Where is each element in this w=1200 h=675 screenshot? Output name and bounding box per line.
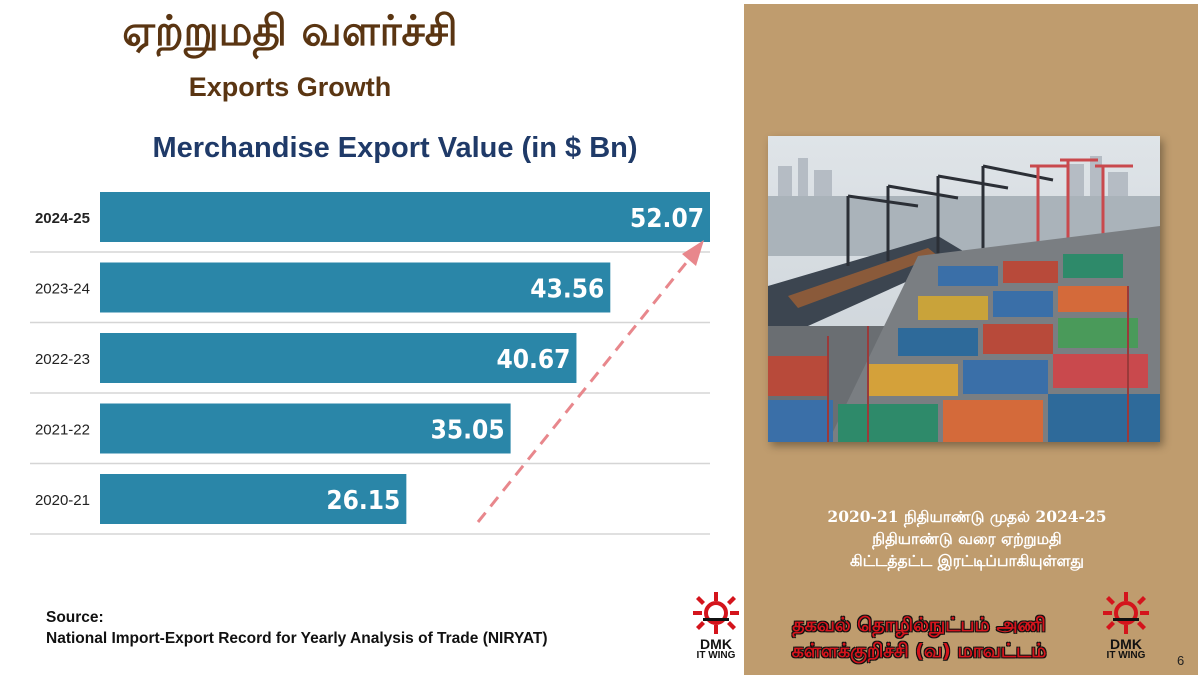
- caption-line: கிட்டத்தட்ட இரட்டிப்பாகியுள்ளது: [850, 551, 1084, 570]
- category-label: 2022-23: [35, 351, 90, 368]
- bar: [100, 333, 577, 383]
- growth-caption: 2020-21 நிதியாண்டு முதல் 2024-25 நிதியாண…: [774, 506, 1160, 572]
- source-text: National Import-Export Record for Yearly…: [46, 630, 548, 647]
- bar: [100, 474, 407, 524]
- logo-text: DMK: [700, 636, 732, 652]
- category-label: 2024-25: [35, 210, 90, 227]
- category-label: 2021-22: [35, 422, 90, 439]
- it-wing-title: தகவல் தொழில்நுட்பம் அணி கள்ளக்குறிச்சி (…: [744, 612, 1094, 664]
- dmk-sun-icon: [1103, 592, 1149, 634]
- dmk-logo-left: DMK IT WING: [690, 592, 742, 662]
- title-tamil: ஏற்றுமதி வளர்ச்சி: [122, 6, 458, 55]
- logo-subtext: IT WING: [1106, 650, 1146, 661]
- category-label: 2020-21: [35, 492, 90, 509]
- chart-title: Merchandise Export Value (in $ Bn): [152, 132, 638, 164]
- bar-value-label: 40.67: [496, 345, 570, 375]
- title-english: Exports Growth: [188, 72, 392, 102]
- dmk-logo-right: DMK IT WING: [1100, 592, 1152, 662]
- logo-text: DMK: [1110, 636, 1142, 652]
- wing-line-2: கள்ளக்குறிச்சி (வ) மாவட்டம்: [791, 640, 1047, 662]
- trend-arrow-head: [682, 240, 704, 266]
- logo-subtext: IT WING: [696, 650, 736, 661]
- export-bar-chart: 52.07 2024-25 43.56 2023-24 40.67 2022-23 35.0…: [30, 192, 710, 535]
- dmk-sun-icon: [693, 592, 739, 634]
- bar-value-label: 52.07: [630, 204, 704, 234]
- bar-value-label: 43.56: [530, 275, 604, 305]
- bar-value-label: 26.15: [326, 486, 400, 516]
- caption-line: 2020-21 நிதியாண்டு முதல் 2024-25: [827, 507, 1107, 526]
- source-label: Source:: [46, 609, 104, 626]
- source-note: Source: National Import-Export Record fo…: [46, 607, 548, 649]
- bar-value-label: 35.05: [431, 416, 505, 446]
- port-container-photo: [768, 136, 1160, 442]
- bar: [100, 262, 611, 313]
- trend-arrow-line: [476, 257, 692, 523]
- bar: [100, 192, 710, 242]
- category-label: 2023-24: [35, 281, 90, 298]
- right-panel: 2020-21 நிதியாண்டு முதல் 2024-25 நிதியாண…: [744, 4, 1198, 675]
- bar: [100, 403, 511, 454]
- page-number: 6: [1177, 653, 1185, 668]
- wing-line-1: தகவல் தொழில்நுட்பம் அணி: [792, 614, 1046, 636]
- caption-line: நிதியாண்டு வரை ஏற்றுமதி: [872, 529, 1062, 548]
